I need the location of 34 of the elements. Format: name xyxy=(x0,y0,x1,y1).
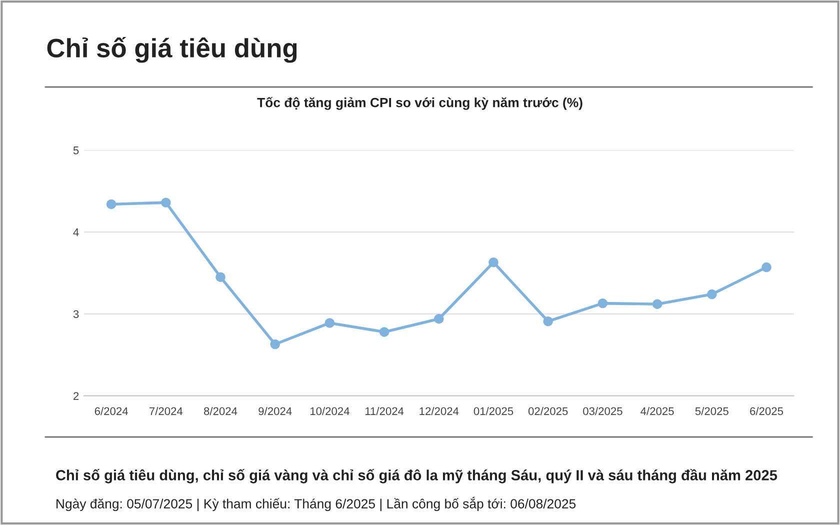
point xyxy=(543,316,553,326)
point xyxy=(707,289,717,300)
x-tick-label: 02/2025 xyxy=(528,406,568,416)
point xyxy=(652,299,662,309)
point xyxy=(379,327,390,337)
x-tick-label: 9/2024 xyxy=(258,406,292,416)
x-tick-label: 5/2025 xyxy=(695,406,728,416)
x-tick-label: 6/2025 xyxy=(750,406,784,416)
text: Chỉ số giá tiêu dùng, chỉ số giá vàng và chỉ số giá đô la mỹ tháng Sáu, quý II và sáu tháng đầu năm 2025 xyxy=(56,469,778,484)
text: Ngày đăng: 05/07/2025 | Kỳ tham chiếu: Tháng 6/2025 | Lần công bố sắp tới: 06/08/2025 xyxy=(56,496,576,512)
x-tick-label: 10/2024 xyxy=(310,406,350,416)
y-tick-label: 2 xyxy=(74,392,79,400)
x-tick-label: 03/2025 xyxy=(583,406,622,416)
point xyxy=(324,318,335,328)
x-tick-label: 8/2024 xyxy=(204,406,238,416)
y-tick-label: 4 xyxy=(73,228,79,236)
x-tick-label: 7/2024 xyxy=(149,406,183,416)
point xyxy=(488,257,498,268)
point xyxy=(270,339,280,350)
point xyxy=(598,298,608,308)
chart-title: Chỉ số giá tiêu dùng xyxy=(47,36,297,63)
y-tick-label: 3 xyxy=(73,310,79,318)
point xyxy=(106,199,116,210)
point xyxy=(434,314,444,324)
chart-subtitle: Tốc độ tăng giảm CPI so với cùng kỳ năm trước (%) xyxy=(257,96,582,110)
point xyxy=(161,198,171,208)
x-tick-label: 4/2025 xyxy=(640,406,674,416)
point xyxy=(216,272,226,282)
point xyxy=(762,262,772,272)
x-tick-label: 11/2024 xyxy=(365,406,404,416)
x-tick-label: 12/2024 xyxy=(420,406,459,416)
x-tick-label: 6/2024 xyxy=(94,406,128,416)
x-tick-label: 01/2025 xyxy=(474,406,514,416)
y-tick-label: 5 xyxy=(73,146,79,154)
